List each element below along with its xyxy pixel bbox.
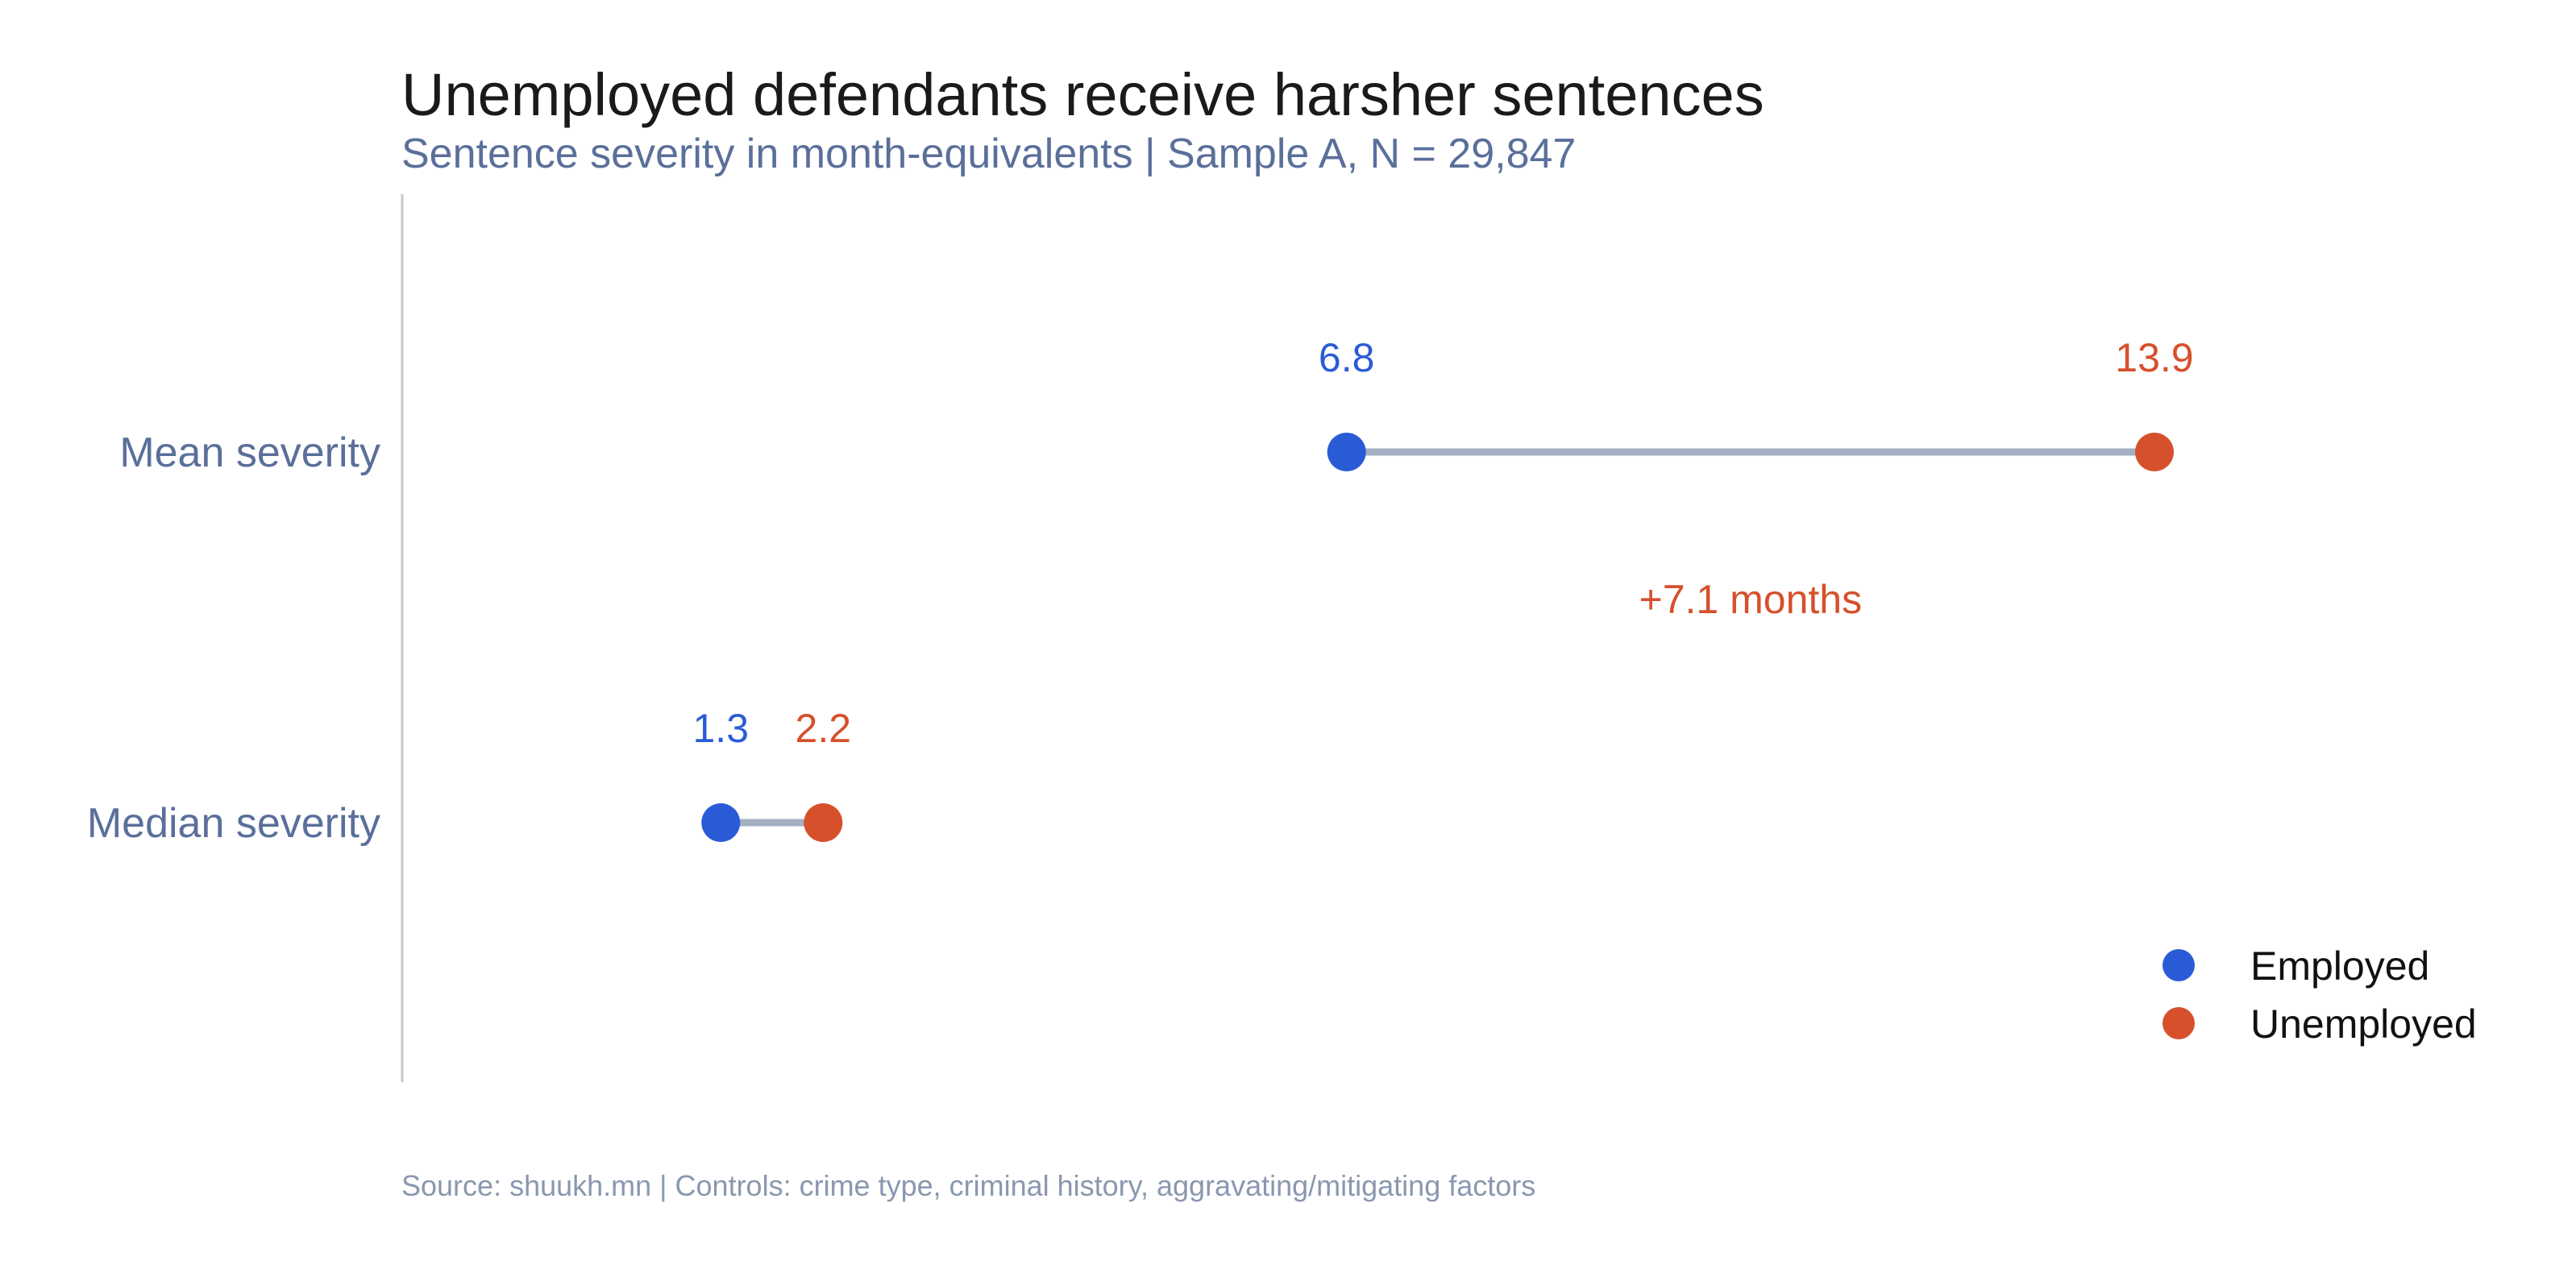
legend-label-employed: Employed — [2250, 943, 2429, 989]
point-unemployed-mean-severity — [2134, 433, 2174, 471]
legend-label-unemployed: Unemployed — [2250, 1002, 2477, 1047]
value-label-employed-mean-severity: 6.8 — [1319, 335, 1375, 380]
point-employed-mean-severity — [1327, 433, 1366, 471]
legend-marker-employed — [2163, 949, 2195, 981]
category-label-mean-severity: Mean severity — [119, 429, 380, 476]
legend-marker-unemployed — [2163, 1007, 2195, 1039]
difference-annotation: +7.1 months — [1639, 577, 1863, 622]
source-note: Source: shuukh.mn | Controls: crime type… — [401, 1169, 1535, 1202]
chart-rows: Mean severity 6.8 13.9 +7.1 months Median se… — [87, 335, 2194, 847]
legend: Employed Unemployed — [2163, 943, 2477, 1047]
point-employed-median-severity — [701, 803, 741, 842]
value-label-unemployed-mean-severity: 13.9 — [2115, 335, 2193, 380]
value-label-unemployed-median-severity: 2.2 — [796, 706, 852, 751]
category-label-median-severity: Median severity — [87, 800, 380, 847]
value-label-employed-median-severity: 1.3 — [693, 706, 750, 751]
point-unemployed-median-severity — [804, 803, 843, 842]
chart-title: Unemployed defendants receive harsher se… — [401, 61, 1764, 128]
chart-subtitle: Sentence severity in month-equivalents |… — [401, 131, 1576, 177]
